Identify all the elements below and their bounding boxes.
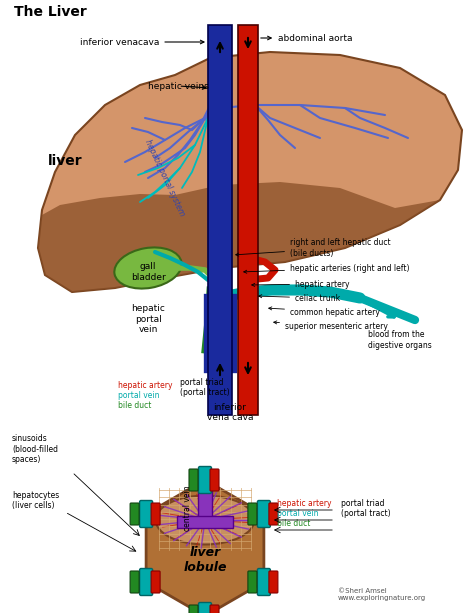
Text: abdominal aorta: abdominal aorta (261, 34, 353, 42)
FancyBboxPatch shape (140, 568, 153, 595)
FancyBboxPatch shape (198, 478, 212, 523)
Text: liver
lobule: liver lobule (183, 546, 227, 574)
Text: hepatic artery: hepatic artery (118, 381, 173, 390)
FancyBboxPatch shape (210, 605, 219, 613)
FancyBboxPatch shape (238, 25, 258, 415)
Text: hepatic
portal
vein: hepatic portal vein (131, 304, 165, 334)
Text: inferior
vena cava: inferior vena cava (207, 403, 253, 422)
Polygon shape (38, 52, 462, 292)
Text: The Liver: The Liver (14, 5, 87, 19)
FancyBboxPatch shape (210, 469, 219, 491)
Text: portal triad
(portal tract): portal triad (portal tract) (180, 378, 229, 397)
FancyBboxPatch shape (130, 503, 139, 525)
FancyBboxPatch shape (151, 503, 160, 525)
Text: hepatocytes
(liver cells): hepatocytes (liver cells) (12, 490, 59, 510)
Text: portal vein: portal vein (277, 509, 319, 518)
FancyBboxPatch shape (189, 469, 198, 491)
Text: hepatic artery: hepatic artery (277, 499, 331, 508)
FancyBboxPatch shape (189, 605, 198, 613)
Text: right and left hepatic duct
(bile ducts): right and left hepatic duct (bile ducts) (236, 238, 391, 257)
Text: bile duct: bile duct (277, 519, 310, 528)
Text: common hepatic artery: common hepatic artery (269, 307, 380, 316)
Text: superior mesenteric artery: superior mesenteric artery (273, 321, 388, 330)
FancyBboxPatch shape (269, 503, 278, 525)
Text: central vein: central vein (182, 485, 191, 531)
Text: celiac trunk: celiac trunk (259, 294, 340, 302)
FancyBboxPatch shape (208, 25, 232, 415)
FancyBboxPatch shape (248, 571, 257, 593)
Text: inferior venacava: inferior venacava (80, 37, 204, 47)
FancyBboxPatch shape (177, 516, 233, 528)
Ellipse shape (155, 495, 254, 544)
Text: hepatic artery: hepatic artery (252, 280, 349, 289)
FancyBboxPatch shape (248, 503, 257, 525)
Text: ©Sheri Amsel
www.exploringnature.org: ©Sheri Amsel www.exploringnature.org (338, 588, 426, 601)
Text: blood from the
digestive organs: blood from the digestive organs (368, 330, 432, 349)
FancyBboxPatch shape (269, 571, 278, 593)
Text: hepatic portal system: hepatic portal system (143, 138, 186, 217)
Text: liver: liver (48, 154, 82, 168)
Text: hepatic veins: hepatic veins (148, 82, 209, 91)
Text: hepatic arteries (right and left): hepatic arteries (right and left) (244, 264, 410, 273)
Text: portal vein: portal vein (118, 391, 159, 400)
Text: gall
bladder: gall bladder (131, 262, 165, 282)
FancyBboxPatch shape (130, 571, 139, 593)
Polygon shape (38, 182, 440, 292)
FancyBboxPatch shape (257, 500, 270, 528)
Text: portal triad
(portal tract): portal triad (portal tract) (341, 498, 391, 518)
Text: bile duct: bile duct (118, 401, 151, 410)
Text: sinusoids
(blood-filled
spaces): sinusoids (blood-filled spaces) (12, 434, 58, 464)
FancyBboxPatch shape (199, 603, 211, 613)
FancyBboxPatch shape (151, 571, 160, 593)
Polygon shape (146, 480, 264, 613)
Ellipse shape (114, 248, 182, 289)
FancyBboxPatch shape (140, 500, 153, 528)
FancyBboxPatch shape (199, 466, 211, 493)
FancyBboxPatch shape (257, 568, 270, 595)
